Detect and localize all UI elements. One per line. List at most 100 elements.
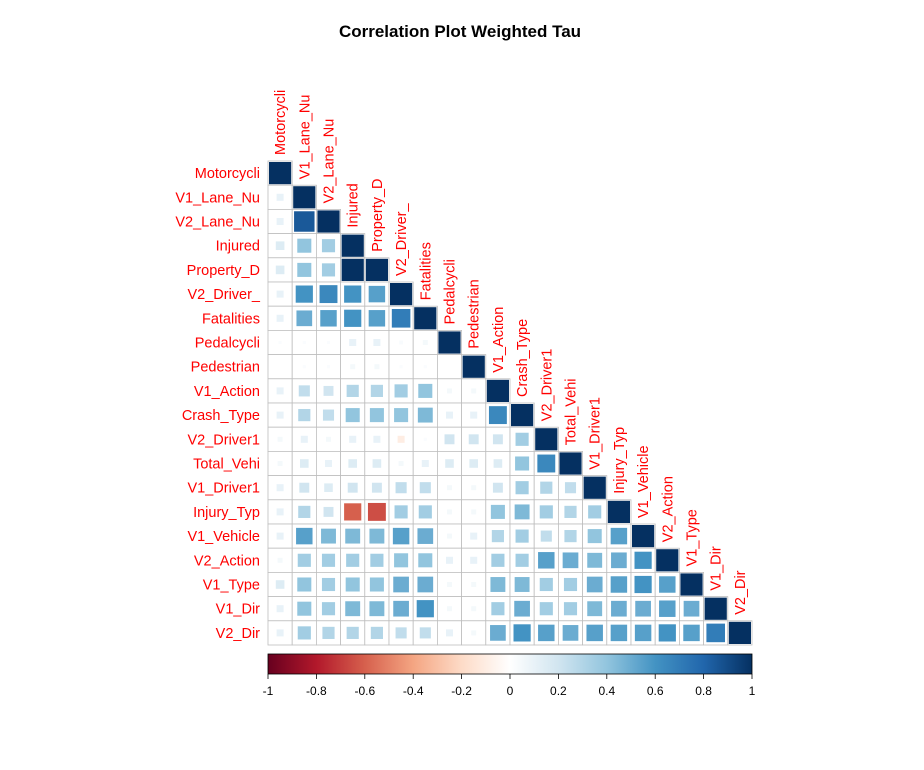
correlation-square (535, 428, 558, 451)
correlation-square (468, 434, 479, 445)
correlation-square (490, 577, 506, 592)
correlation-square (373, 435, 381, 443)
correlation-square (447, 606, 452, 612)
correlation-square (295, 285, 313, 303)
column-label: Crash_Type (515, 319, 531, 397)
correlation-square (471, 485, 477, 491)
row-label: V2_Driver1 (187, 432, 260, 448)
correlation-square (611, 600, 627, 617)
correlation-square (321, 577, 336, 592)
column-label: V2_Action (660, 476, 676, 542)
correlation-square (586, 576, 603, 593)
correlation-square (394, 408, 409, 423)
row-label: V1_Dir (216, 602, 260, 618)
correlation-square (587, 529, 602, 544)
column-label: V2_Driver1 (539, 349, 555, 422)
correlation-square (610, 624, 628, 642)
row-label: V1_Lane_Nu (175, 190, 260, 206)
row-label: Motorcycli (195, 166, 260, 182)
correlation-square (470, 411, 478, 419)
correlation-square (297, 238, 312, 253)
correlation-square (345, 408, 360, 423)
correlation-square (365, 258, 388, 281)
correlation-square (492, 482, 503, 493)
row-label: V2_Lane_Nu (175, 215, 260, 231)
correlation-square (299, 482, 310, 493)
correlation-square (683, 624, 700, 642)
row-label: V1_Driver1 (187, 481, 260, 497)
correlation-square (321, 528, 336, 544)
correlation-square (276, 605, 284, 613)
correlation-square (320, 310, 337, 327)
cell-grid (436, 596, 462, 622)
column-label: Pedestrian (467, 279, 483, 348)
correlation-square (297, 577, 312, 592)
correlation-square (471, 509, 477, 515)
correlation-square (370, 384, 383, 397)
correlation-square (515, 456, 530, 471)
correlation-square (632, 525, 655, 548)
correlation-square (538, 552, 555, 569)
correlation-square (659, 576, 676, 593)
colorbar-tick-label: -0.4 (403, 684, 424, 698)
correlation-square (322, 626, 335, 639)
row-label: V2_Dir (216, 626, 260, 642)
correlation-square (635, 600, 651, 617)
correlation-square (513, 624, 531, 642)
correlation-square (634, 551, 652, 569)
correlation-square (369, 577, 384, 592)
column-label: V1_Type (685, 509, 701, 566)
row-label: Property_D (187, 263, 260, 279)
correlation-square (321, 263, 336, 277)
correlation-square (588, 505, 602, 519)
row-label-layer: Motorcycli V1_Lane_Nu V2_Lane_Nu Injured Pro… (175, 166, 261, 642)
correlation-square (369, 601, 385, 617)
row-label: Injured (216, 239, 260, 255)
correlation-square (394, 553, 409, 568)
correlation-square (515, 481, 529, 495)
correlation-square (659, 600, 676, 617)
correlation-square (276, 508, 284, 516)
correlation-square (564, 505, 577, 518)
correlation-square (607, 500, 630, 523)
column-label: V1_Dir (709, 546, 725, 590)
column-label: V1_Driver1 (588, 397, 604, 470)
correlation-square (394, 384, 408, 398)
row-label: Total_Vehi (193, 457, 260, 473)
correlation-square (490, 504, 505, 519)
correlation-square (610, 527, 628, 545)
correlation-square (540, 481, 553, 494)
correlation-square (445, 411, 454, 419)
correlation-square (302, 340, 306, 345)
correlation-square (610, 576, 628, 593)
correlation-square (538, 624, 555, 642)
correlation-square (275, 580, 285, 589)
column-label: Injured (346, 183, 362, 227)
correlation-square (321, 602, 336, 616)
correlation-square (297, 262, 312, 277)
correlation-square (515, 553, 529, 567)
correlation-square (298, 385, 310, 397)
correlation-square (491, 530, 504, 543)
correlation-square (323, 506, 334, 517)
colorbar-tick-label: 0 (507, 684, 514, 698)
correlation-square (419, 482, 431, 494)
correlation-square (276, 411, 284, 419)
correlation-square (563, 577, 578, 592)
correlation-square (470, 532, 478, 540)
colorbar-tick-label: -1 (263, 684, 274, 698)
correlation-square (277, 436, 283, 442)
correlation-square (341, 258, 364, 281)
correlation-square (539, 602, 553, 616)
correlation-square (511, 404, 534, 427)
correlation-square (658, 624, 676, 642)
correlation-square (447, 533, 452, 539)
correlation-square (445, 629, 454, 637)
correlation-square (469, 459, 478, 468)
correlation-square (491, 602, 505, 616)
correlation-square (447, 509, 452, 515)
correlation-square (391, 309, 411, 328)
correlation-square (471, 630, 477, 636)
colorbar-tick-label: 0.2 (550, 684, 567, 698)
